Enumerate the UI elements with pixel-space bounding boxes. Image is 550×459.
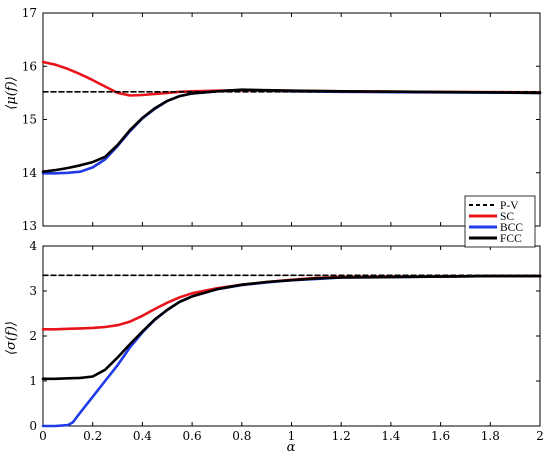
bottom-y-tick-label: 0: [29, 419, 37, 433]
x-tick-label: 0.6: [183, 429, 202, 443]
x-tick-label: 1.2: [332, 429, 351, 443]
top-y-tick-label: 16: [22, 59, 37, 73]
top-y-axis-label: ⟨μ(f)⟩: [4, 76, 19, 110]
x-tick-label: 1.4: [381, 429, 400, 443]
legend: P-V SC BCC FCC: [464, 195, 536, 248]
legend-label-p-v: P-V: [500, 200, 519, 212]
top-y-tick-label: 13: [22, 219, 37, 233]
top-y-tick-label: 15: [22, 113, 37, 127]
bottom-series-fcc: [41, 274, 542, 381]
x-tick-label: 1.6: [431, 429, 450, 443]
top-panel: 13 14 15 16 17 ⟨μ(f)⟩: [4, 6, 542, 233]
x-tick-label: 0: [39, 429, 47, 443]
bottom-y-tick-label: 3: [29, 284, 37, 298]
top-series-fcc: [41, 88, 542, 173]
legend-label-sc: SC: [500, 211, 514, 223]
x-tick-label: 2: [536, 429, 544, 443]
x-tick-label: 0.2: [83, 429, 102, 443]
x-tick-label: 0.8: [232, 429, 251, 443]
legend-label-bcc: BCC: [500, 222, 523, 234]
bottom-y-tick-label: 2: [29, 329, 37, 343]
x-tick-label: 1.8: [481, 429, 500, 443]
top-series-group: [41, 60, 542, 175]
bottom-series-group: [41, 274, 542, 428]
top-y-tick-label: 14: [22, 166, 38, 180]
x-tick-label: 1: [288, 429, 296, 443]
x-tick-label: 0.4: [133, 429, 152, 443]
bottom-y-axis-label: ⟨σ(f)⟩: [4, 321, 19, 355]
bottom-y-tick-label: 1: [29, 374, 37, 388]
bottom-y-tick-label: 4: [29, 239, 37, 253]
top-y-tick-label: 17: [22, 6, 37, 20]
x-axis-label: α: [287, 440, 296, 455]
legend-label-fcc: FCC: [500, 233, 522, 245]
bottom-ticks: 0 0.2 0.4 0.6 0.8 1 1.2 1.4 1.6 1.8 2 0 1 2 3 4: [29, 239, 543, 443]
